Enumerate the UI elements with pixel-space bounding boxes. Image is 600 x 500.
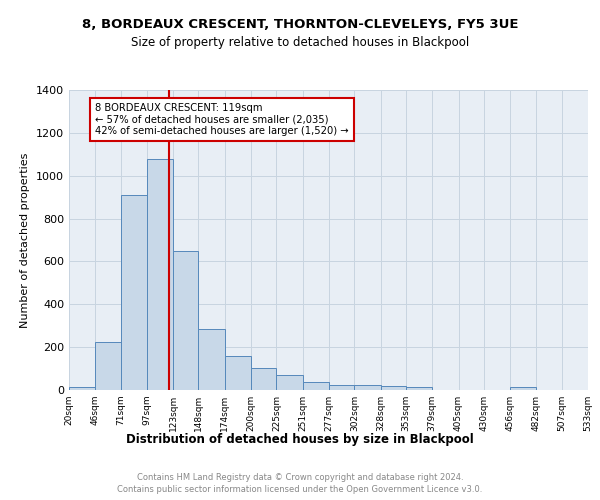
Bar bbox=[380, 386, 406, 390]
Bar bbox=[69, 387, 95, 390]
Bar bbox=[251, 368, 277, 390]
Bar bbox=[225, 356, 251, 390]
Bar bbox=[277, 375, 303, 390]
Bar bbox=[303, 382, 329, 390]
Bar bbox=[199, 328, 225, 390]
Text: 8 BORDEAUX CRESCENT: 119sqm
← 57% of detached houses are smaller (2,035)
42% of : 8 BORDEAUX CRESCENT: 119sqm ← 57% of det… bbox=[95, 103, 349, 136]
Y-axis label: Number of detached properties: Number of detached properties bbox=[20, 152, 31, 328]
Bar bbox=[510, 388, 536, 390]
Bar bbox=[173, 250, 199, 390]
Bar bbox=[95, 342, 121, 390]
Bar bbox=[121, 194, 147, 390]
Text: Contains HM Land Registry data © Crown copyright and database right 2024.: Contains HM Land Registry data © Crown c… bbox=[137, 472, 463, 482]
Text: 8, BORDEAUX CRESCENT, THORNTON-CLEVELEYS, FY5 3UE: 8, BORDEAUX CRESCENT, THORNTON-CLEVELEYS… bbox=[82, 18, 518, 30]
Text: Distribution of detached houses by size in Blackpool: Distribution of detached houses by size … bbox=[126, 432, 474, 446]
Text: Size of property relative to detached houses in Blackpool: Size of property relative to detached ho… bbox=[131, 36, 469, 49]
Bar bbox=[354, 386, 380, 390]
Bar bbox=[406, 388, 432, 390]
Bar bbox=[329, 384, 354, 390]
Text: Contains public sector information licensed under the Open Government Licence v3: Contains public sector information licen… bbox=[118, 485, 482, 494]
Bar bbox=[147, 158, 173, 390]
